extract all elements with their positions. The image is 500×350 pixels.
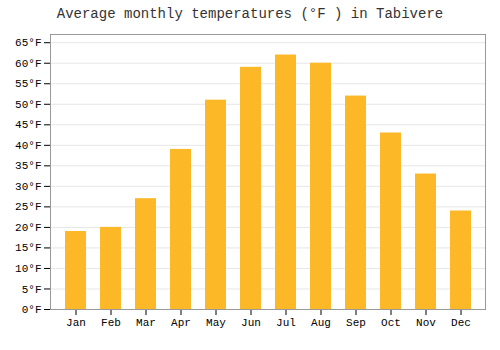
- svg-text:Sep: Sep: [346, 317, 366, 329]
- svg-text:25°F: 25°F: [15, 201, 41, 213]
- svg-text:0°F: 0°F: [22, 304, 42, 316]
- svg-text:Jan: Jan: [66, 317, 86, 329]
- svg-text:Apr: Apr: [171, 317, 191, 329]
- svg-text:Jun: Jun: [241, 317, 261, 329]
- svg-text:Nov: Nov: [416, 317, 436, 329]
- svg-text:20°F: 20°F: [15, 222, 41, 234]
- svg-text:5°F: 5°F: [22, 283, 42, 295]
- svg-text:15°F: 15°F: [15, 242, 41, 254]
- svg-text:Jul: Jul: [276, 317, 296, 329]
- svg-text:Feb: Feb: [101, 317, 121, 329]
- svg-text:55°F: 55°F: [15, 78, 41, 90]
- svg-text:60°F: 60°F: [15, 58, 41, 70]
- svg-text:50°F: 50°F: [15, 99, 41, 111]
- svg-text:40°F: 40°F: [15, 140, 41, 152]
- svg-text:35°F: 35°F: [15, 160, 41, 172]
- svg-text:30°F: 30°F: [15, 181, 41, 193]
- svg-text:45°F: 45°F: [15, 119, 41, 131]
- svg-text:65°F: 65°F: [15, 37, 41, 49]
- svg-text:Aug: Aug: [311, 317, 331, 329]
- svg-text:10°F: 10°F: [15, 263, 41, 275]
- html-text:Average monthly temperatures (: Average monthly temperatures (°F ) in Ta…: [56, 6, 444, 22]
- svg-text:Mar: Mar: [136, 317, 156, 329]
- svg-text:Dec: Dec: [451, 317, 471, 329]
- svg-text:May: May: [206, 317, 226, 329]
- svg-text:Oct: Oct: [381, 317, 401, 329]
